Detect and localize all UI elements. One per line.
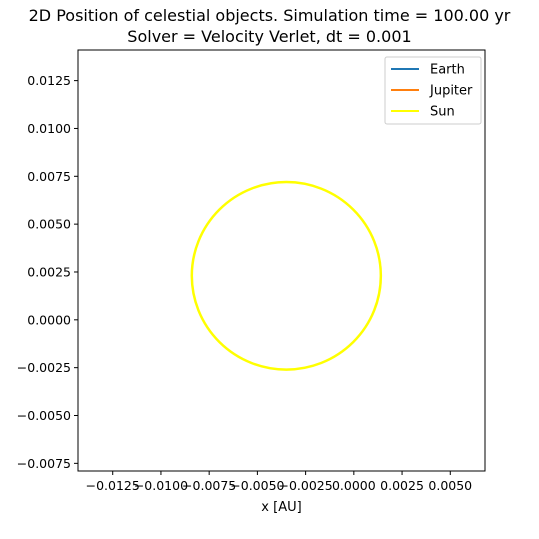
x-tick-label: −0.0025: [279, 478, 333, 493]
x-tick-label: −0.0050: [230, 478, 284, 493]
y-tick-label: 0.0000: [27, 312, 71, 327]
legend: Earth Jupiter Sun: [384, 56, 482, 125]
x-tick-label: −0.0125: [86, 478, 140, 493]
y-tick-label: −0.0050: [17, 408, 71, 423]
y-tick-label: 0.0050: [27, 217, 71, 232]
x-axis-label: x [AU]: [261, 500, 301, 515]
chart-subtitle: Solver = Velocity Verlet, dt = 0.001: [127, 27, 412, 46]
x-tick-label: 0.0050: [428, 478, 472, 493]
y-tick-label: 0.0025: [27, 264, 71, 279]
x-tick-label: −0.0075: [182, 478, 236, 493]
x-tick-label: 0.0000: [332, 478, 376, 493]
x-tick-label: 0.0025: [380, 478, 424, 493]
y-tick-label: 0.0075: [27, 169, 71, 184]
y-tick-label: 0.0125: [27, 73, 71, 88]
legend-label-sun: Sun: [430, 105, 455, 120]
legend-label-earth: Earth: [430, 63, 465, 78]
y-tick-label: −0.0075: [17, 456, 71, 471]
y-tick-label: −0.0025: [17, 360, 71, 375]
series-sun-line: [190, 180, 383, 371]
chart-title: 2D Position of celestial objects. Simula…: [28, 6, 511, 25]
legend-box: [384, 56, 482, 125]
plot-frame: [77, 49, 486, 472]
legend-label-jupiter: Jupiter: [429, 84, 473, 99]
y-tick-label: 0.0100: [27, 121, 71, 136]
x-tick-label: −0.0100: [134, 478, 188, 493]
